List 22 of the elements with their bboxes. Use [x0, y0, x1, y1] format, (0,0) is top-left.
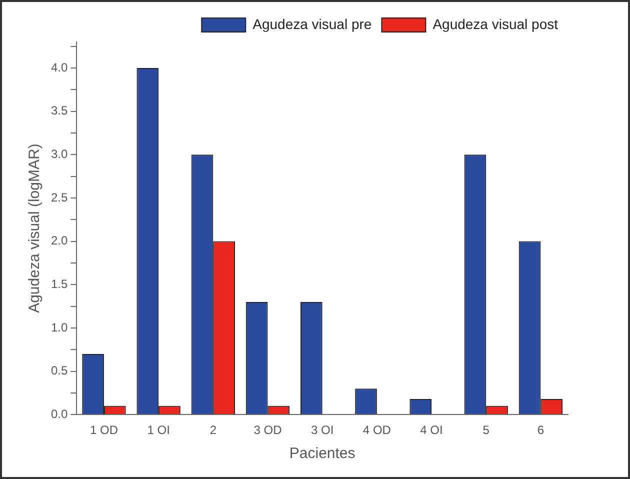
y-tick-label: 1.0 [50, 320, 68, 334]
y-tick-label: 3.5 [50, 104, 68, 118]
x-tick-label: 4 OI [420, 423, 443, 438]
legend-label: Agudeza visual pre [252, 16, 372, 32]
y-tick-label: 2.5 [50, 190, 68, 204]
x-tick-label: 5 [482, 423, 490, 438]
y-tick-label: 1.5 [50, 276, 68, 291]
x-tick-label: 2 [210, 423, 217, 438]
x-tick-label: 4 OD [362, 423, 392, 438]
y-tick-label: 0.5 [50, 364, 68, 378]
x-tick-label: 3 OI [310, 423, 334, 438]
y-tick-label: 2.0 [50, 234, 68, 248]
y-tick-label: 3.0 [50, 146, 68, 161]
x-tick-label: 1 OD [90, 423, 118, 438]
x-axis-title: Pacientes [289, 445, 356, 462]
x-tick-label: 6 [537, 423, 544, 438]
y-tick-label: 0.0 [50, 406, 68, 421]
legend-label: Agudeza visual post [432, 16, 558, 32]
y-tick-label: 4.0 [50, 60, 68, 74]
x-tick-label: 1 OI [147, 423, 170, 438]
x-tick-label: 3 OD [254, 423, 282, 438]
y-axis-title: Agudeza visual (logMAR) [26, 144, 44, 313]
